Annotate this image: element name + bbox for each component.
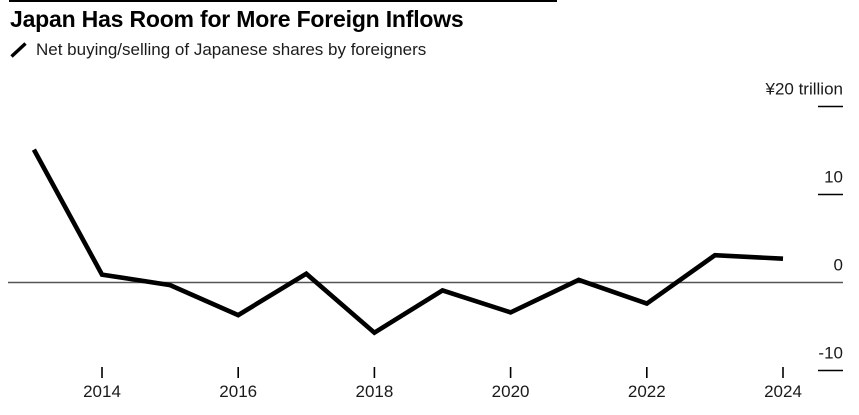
x-axis-tick-label: 2014 [83, 382, 121, 401]
y-axis-tick-label: ¥20 trillion [765, 80, 844, 99]
x-axis-tick-label: 2016 [219, 382, 257, 401]
y-axis-tick-label: 0 [834, 256, 843, 275]
series-line [31, 148, 784, 336]
x-axis-tick-label: 2020 [492, 382, 530, 401]
line-legend-icon [10, 42, 27, 58]
top-rule [9, 0, 557, 2]
legend: Net buying/selling of Japanese shares by… [10, 39, 426, 61]
x-axis-tick-label: 2024 [764, 382, 802, 401]
chart-title: Japan Has Room for More Foreign Inflows [10, 6, 464, 32]
y-axis-tick-label: 10 [824, 168, 843, 187]
legend-label: Net buying/selling of Japanese shares by… [36, 40, 427, 59]
y-axis-tick-label: -10 [818, 344, 843, 363]
x-axis-tick-label: 2018 [355, 382, 393, 401]
x-axis-tick-label: 2022 [628, 382, 666, 401]
